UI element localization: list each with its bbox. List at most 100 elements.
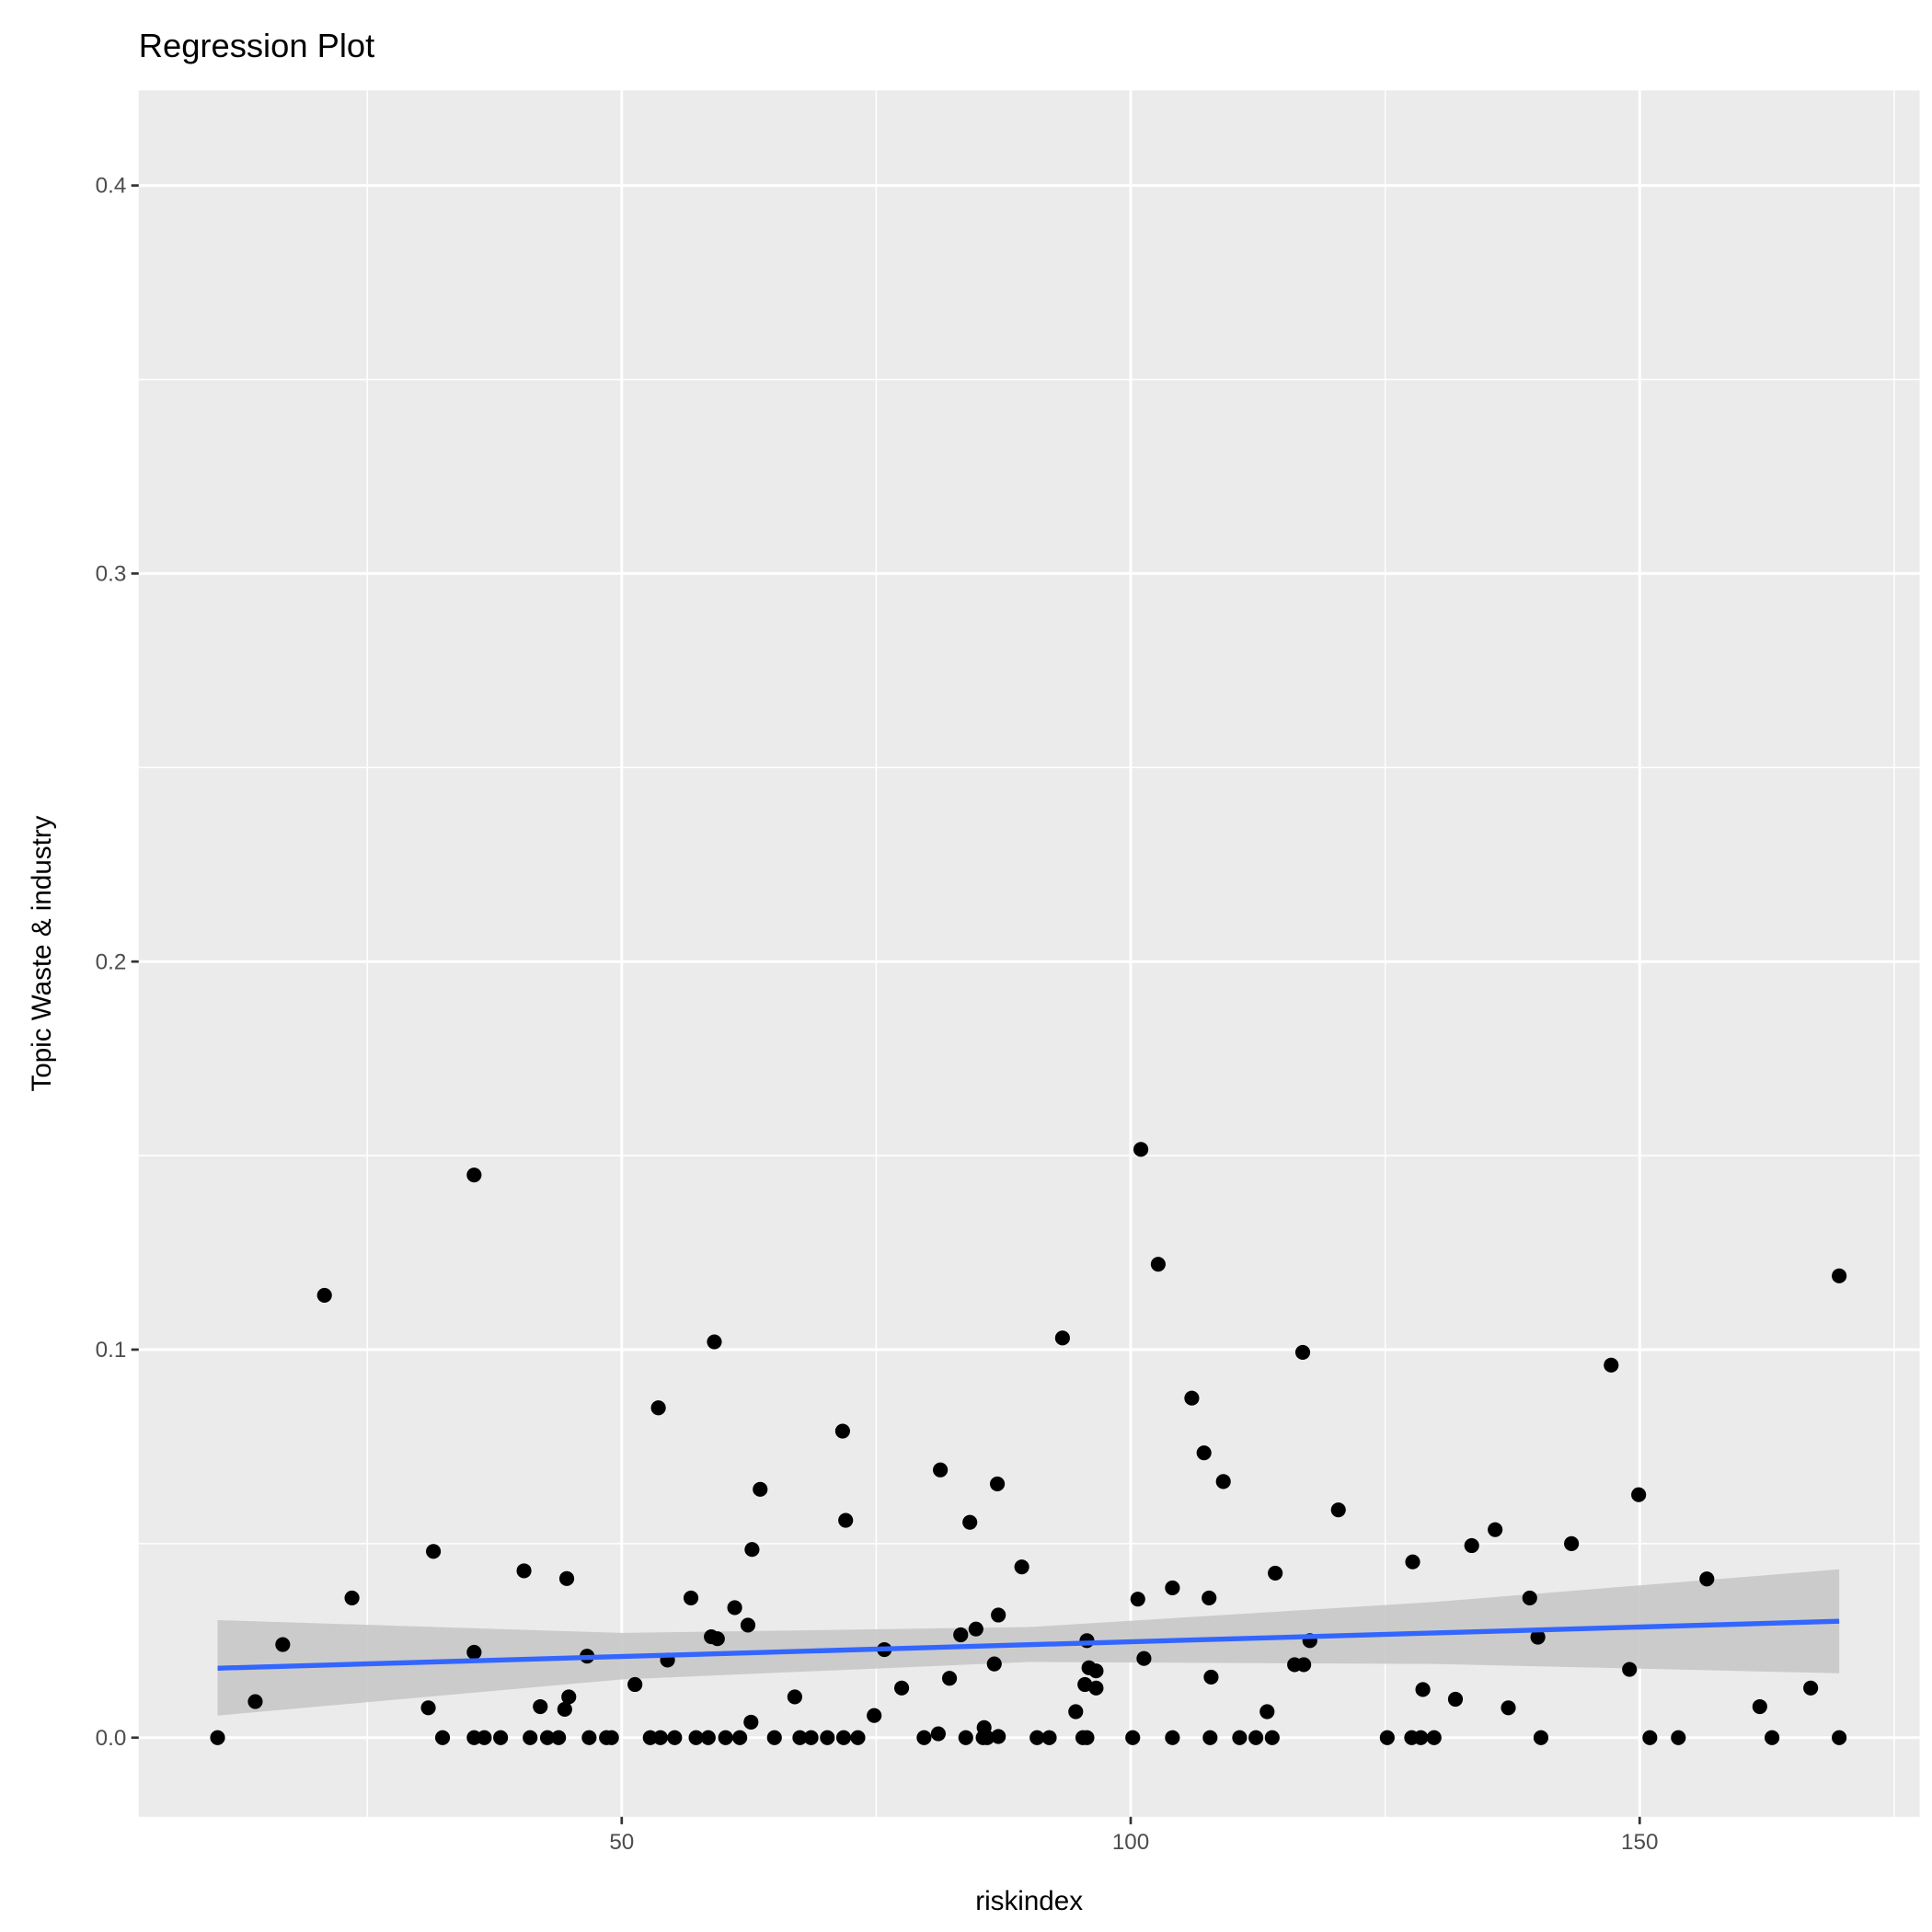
data-point	[867, 1708, 882, 1723]
data-point	[604, 1730, 619, 1745]
data-point	[1125, 1730, 1141, 1745]
data-point	[740, 1617, 756, 1633]
data-point	[477, 1730, 492, 1745]
data-point	[1530, 1629, 1546, 1645]
data-point	[792, 1730, 808, 1745]
data-point	[1248, 1730, 1264, 1745]
data-point	[1488, 1522, 1503, 1537]
x-axis-label: riskindex	[975, 1886, 1083, 1916]
plot-panel	[138, 90, 1920, 1817]
data-point	[533, 1698, 548, 1715]
data-point	[1068, 1704, 1084, 1719]
data-point	[1604, 1357, 1619, 1373]
data-point	[1832, 1730, 1847, 1745]
data-point	[1464, 1537, 1479, 1554]
data-point	[1133, 1142, 1149, 1157]
data-point	[968, 1621, 983, 1637]
x-tick-label: 150	[1621, 1830, 1658, 1855]
x-tick-label: 100	[1112, 1830, 1149, 1855]
data-point	[1671, 1730, 1686, 1745]
data-point	[1077, 1676, 1093, 1693]
data-point	[466, 1730, 482, 1745]
data-point	[933, 1462, 949, 1478]
data-point	[744, 1542, 760, 1558]
data-point	[1029, 1730, 1045, 1745]
data-point	[743, 1714, 759, 1730]
data-point	[426, 1544, 442, 1559]
data-point	[466, 1167, 482, 1183]
data-point	[835, 1730, 852, 1745]
data-point	[1642, 1730, 1658, 1745]
data-point	[434, 1730, 451, 1745]
data-point	[1522, 1590, 1537, 1605]
data-point	[652, 1730, 668, 1745]
data-point	[820, 1730, 835, 1745]
data-point	[558, 1570, 575, 1586]
data-point	[1294, 1344, 1311, 1361]
data-point	[1215, 1474, 1231, 1489]
data-point	[466, 1644, 482, 1661]
data-point	[834, 1423, 850, 1439]
data-point	[732, 1730, 748, 1745]
data-point	[1832, 1268, 1847, 1283]
data-points	[210, 1142, 1847, 1745]
data-point	[1405, 1554, 1420, 1570]
data-point	[1054, 1330, 1070, 1346]
data-point	[516, 1563, 532, 1579]
data-point	[1184, 1390, 1200, 1406]
data-point	[958, 1730, 973, 1745]
data-point	[523, 1730, 538, 1745]
y-tick-label: 0.1	[96, 1338, 127, 1363]
data-point	[1426, 1730, 1442, 1745]
y-axis-label: Topic Waste & industry	[27, 815, 57, 1091]
data-point	[1622, 1662, 1638, 1677]
data-point	[1699, 1571, 1715, 1587]
data-point	[1014, 1559, 1029, 1575]
data-point	[1165, 1580, 1180, 1596]
data-point	[316, 1287, 332, 1304]
data-point	[1079, 1730, 1095, 1745]
data-point	[1130, 1592, 1145, 1607]
data-point	[838, 1512, 854, 1528]
data-point	[1296, 1657, 1312, 1673]
data-point	[561, 1689, 577, 1705]
data-point	[1631, 1487, 1647, 1502]
data-point	[991, 1607, 1006, 1623]
data-point	[1150, 1257, 1166, 1272]
data-point	[642, 1730, 658, 1745]
data-point	[1765, 1730, 1780, 1745]
data-point	[493, 1730, 509, 1745]
data-point	[991, 1729, 1006, 1744]
data-point	[707, 1334, 722, 1350]
y-tick-label: 0.2	[96, 949, 127, 974]
data-point	[1041, 1730, 1057, 1745]
data-point	[1196, 1445, 1212, 1461]
data-point	[1803, 1680, 1819, 1696]
data-point	[1202, 1590, 1217, 1605]
data-point	[683, 1590, 699, 1605]
data-point	[753, 1481, 768, 1497]
data-point	[1268, 1565, 1283, 1581]
data-point	[766, 1730, 782, 1745]
data-point	[420, 1700, 436, 1716]
data-point	[1564, 1535, 1580, 1551]
x-tick-label: 50	[609, 1830, 634, 1855]
data-point	[727, 1600, 742, 1616]
data-point	[986, 1656, 1002, 1672]
data-point	[893, 1680, 910, 1696]
data-point	[976, 1719, 992, 1735]
data-point	[1752, 1698, 1767, 1715]
data-point	[1088, 1680, 1104, 1696]
regression-line	[217, 1618, 1840, 1671]
data-point	[1203, 1669, 1219, 1685]
data-point	[1202, 1730, 1218, 1745]
data-point	[627, 1676, 643, 1693]
data-point	[941, 1671, 958, 1686]
data-point	[1447, 1691, 1464, 1708]
data-point	[210, 1730, 225, 1745]
data-point	[1413, 1730, 1429, 1745]
data-point	[1415, 1682, 1431, 1697]
data-point	[989, 1476, 1006, 1491]
data-point	[247, 1694, 263, 1709]
